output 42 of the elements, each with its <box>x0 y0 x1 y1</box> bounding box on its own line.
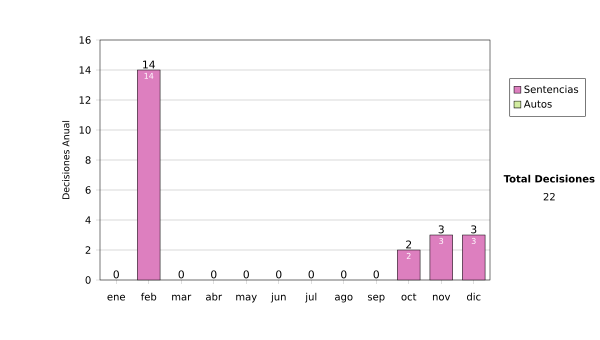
y-tick-label: 10 <box>80 126 91 134</box>
x-tick-label: oct <box>402 293 416 301</box>
x-tick-label: dic <box>466 292 480 301</box>
text: Total Decisiones <box>504 174 595 183</box>
total-label: 0 <box>211 270 216 278</box>
y-tick-label: 4 <box>85 216 91 224</box>
total-label: 2 <box>406 240 412 248</box>
x-tick-label: ene <box>107 294 126 301</box>
legend-label: Sentencias <box>524 85 578 94</box>
x-tick-label: jun <box>270 292 286 302</box>
y-tick-label: 6 <box>86 186 91 194</box>
total-label: 3 <box>438 225 444 234</box>
y-tick-label: 8 <box>86 156 91 164</box>
total-label: 0 <box>308 270 314 278</box>
total-label: 0 <box>374 270 379 278</box>
x-tick-label: nov <box>432 294 450 301</box>
y-tick-label: 16 <box>80 36 91 44</box>
x-tick-label: feb <box>140 292 156 301</box>
x-tick-label: sep <box>368 294 385 302</box>
y-tick-label: 14 <box>80 66 91 74</box>
data-label: 3 <box>472 238 476 244</box>
y-tick-label: 12 <box>80 96 90 104</box>
total-label: 0 <box>178 270 184 278</box>
data-label: 14 <box>144 72 154 79</box>
total-label: 0 <box>341 270 346 278</box>
y-axis-title: Decisiones Anual <box>62 120 70 199</box>
x-tick-label: ago <box>335 294 352 302</box>
text: 22 <box>544 192 555 200</box>
x-tick-label: jul <box>305 292 316 302</box>
total-label: 14 <box>143 60 155 68</box>
data-label: 2 <box>406 252 410 259</box>
data-label: 3 <box>439 238 444 244</box>
x-tick-label: mar <box>172 294 192 301</box>
total-label: 0 <box>244 270 249 278</box>
total-label: 0 <box>276 270 282 278</box>
total-label: 3 <box>471 225 476 234</box>
y-tick-label: 0 <box>86 276 91 284</box>
x-tick-label: abr <box>206 292 222 301</box>
total-label: 0 <box>114 270 119 278</box>
x-tick-label: may <box>236 294 257 302</box>
legend-label: Autos <box>524 100 552 108</box>
y-tick-label: 2 <box>86 246 90 254</box>
